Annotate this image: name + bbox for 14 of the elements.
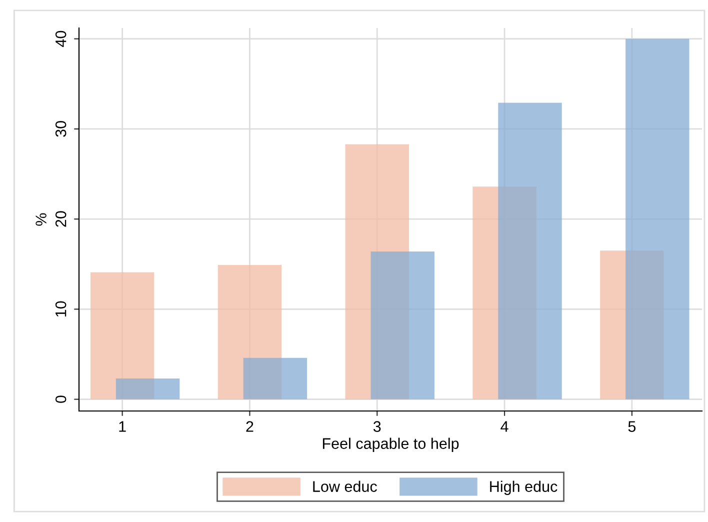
y-tick-label: 20 bbox=[55, 211, 66, 227]
y-tick-label: 0 bbox=[55, 396, 66, 403]
x-tick-label: 4 bbox=[500, 421, 508, 432]
x-tick-label: 3 bbox=[373, 421, 381, 432]
x-tick-label: 5 bbox=[628, 421, 636, 432]
legend-label: Low educ bbox=[313, 480, 377, 492]
x-tick-label: 2 bbox=[246, 421, 254, 432]
x-tick-label: 1 bbox=[119, 421, 126, 432]
y-tick-label: 10 bbox=[55, 301, 66, 316]
y-tick-label: 30 bbox=[55, 121, 66, 137]
y-axis-title: % bbox=[36, 213, 46, 226]
y-tick-label: 40 bbox=[55, 30, 66, 47]
legend-label: High educ bbox=[490, 480, 558, 495]
x-axis-title: Feel capable to help bbox=[322, 438, 459, 452]
